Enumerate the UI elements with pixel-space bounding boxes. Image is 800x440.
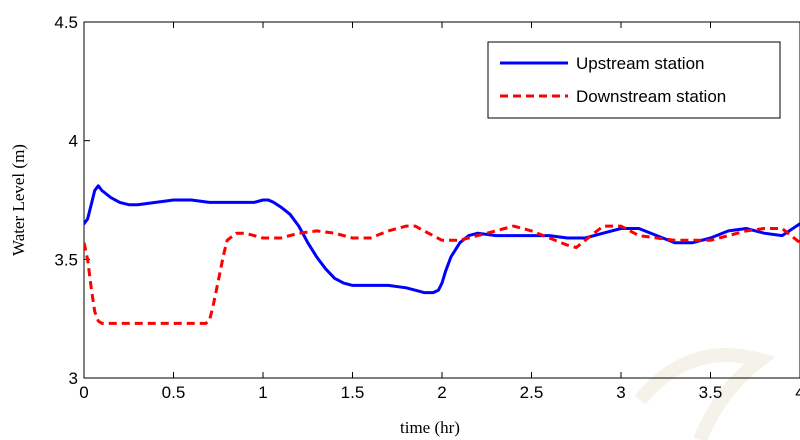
y-tick-label: 3.5 — [54, 250, 78, 269]
x-axis-title: time (hr) — [400, 418, 460, 437]
x-tick-label: 2.5 — [520, 383, 544, 402]
y-tick-label: 4 — [69, 132, 78, 151]
legend: Upstream station Downstream station — [487, 41, 781, 119]
x-tick-label: 1.5 — [341, 383, 365, 402]
y-axis-title: Water Level (m) — [9, 144, 28, 256]
legend-label-downstream: Downstream station — [576, 87, 726, 106]
series-line-downstream — [84, 224, 800, 325]
legend-box — [487, 41, 781, 119]
y-tick-label: 4.5 — [54, 13, 78, 32]
x-tick-label: 2 — [437, 383, 446, 402]
x-tick-label: 4 — [795, 383, 800, 402]
x-tick-label: 1 — [258, 383, 267, 402]
x-tick-label: 3 — [616, 383, 625, 402]
axis-ticks: 0 0.5 1 1.5 2 2.5 3 3.5 4 3 3.5 4 4.5 — [54, 13, 800, 402]
y-tick-label: 3 — [69, 369, 78, 388]
series-layer — [84, 184, 800, 325]
x-tick-label: 3.5 — [699, 383, 723, 402]
watermark-logo — [634, 348, 776, 440]
x-tick-label: 0.5 — [162, 383, 186, 402]
x-tick-label: 0 — [79, 383, 88, 402]
legend-label-upstream: Upstream station — [576, 54, 705, 73]
